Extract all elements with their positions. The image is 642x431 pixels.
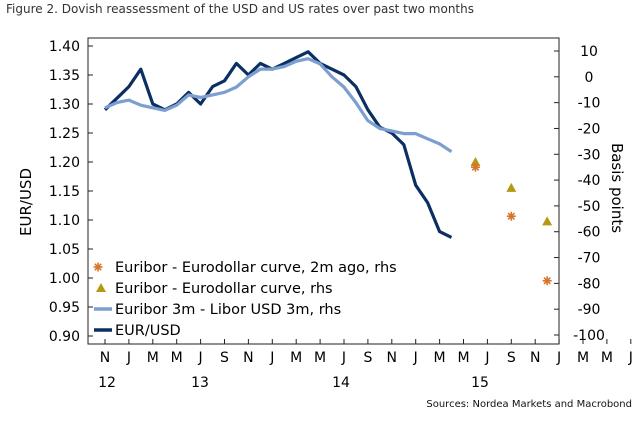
x-year-label: 12	[98, 375, 116, 391]
y-tick-label-right: -20	[578, 121, 601, 137]
y-tick-label-left: 1.25	[49, 126, 80, 142]
asterisk-stroke	[94, 263, 102, 271]
x-tick-label: M	[171, 350, 183, 366]
y-tick-label-left: 1.00	[49, 271, 80, 287]
y-tick-label-right: -70	[578, 251, 601, 267]
asterisk-marker	[470, 162, 480, 172]
y-tick-label-left: 1.40	[49, 39, 80, 55]
asterisk-marker	[542, 276, 552, 286]
x-tick-label: M	[457, 350, 469, 366]
x-tick-label: J	[341, 350, 346, 366]
y-tick-label-left: 1.35	[49, 68, 80, 84]
x-tick-label: J	[198, 350, 203, 366]
y-axis-label-left: EUR/USD	[17, 168, 35, 236]
source-note: Sources: Nordea Markets and Macrobond	[426, 399, 632, 410]
x-tick-label: M	[601, 350, 613, 366]
asterisk-stroke	[543, 277, 551, 285]
x-tick-label: S	[363, 350, 372, 366]
right-y-axis: 10 0 -10 -20 -30 -40 -50 -60 -70 -80 -90 -100	[554, 44, 605, 344]
line-euribor-3m-libor-usd-3m-rhs	[104, 57, 453, 154]
x-axis: NJMMJSNJMMJSNJMMJSNJMMJSN12131415	[98, 339, 633, 391]
legend-swatch-triangle	[96, 283, 106, 292]
figure-title: Figure 2. Dovish reassessment of the USD…	[6, 2, 474, 16]
x-tick-label: S	[507, 350, 516, 366]
y-tick-label-left: 0.95	[49, 300, 80, 316]
x-year-label: 14	[332, 375, 350, 391]
asterisk-stroke	[471, 163, 480, 171]
y-tick-label-right: -100	[573, 328, 605, 344]
left-y-axis: 1.40 1.35 1.30 1.25 1.20 1.15 1.10 1.05 1.00 0.95…	[49, 39, 93, 345]
y-tick-label-right: -10	[578, 96, 601, 112]
legend-label: Euribor - Eurodollar curve, 2m ago, rhs	[115, 260, 397, 276]
y-tick-label-right: -30	[578, 147, 601, 163]
x-tick-label: S	[220, 350, 229, 366]
y-tick-label-left: 1.30	[49, 97, 80, 113]
asterisk-stroke	[507, 212, 516, 220]
triangle-marker	[506, 182, 517, 192]
y-tick-label-left: 1.10	[49, 213, 80, 229]
y-tick-label-right: 10	[580, 44, 598, 60]
y-tick-label-left: 1.05	[49, 242, 80, 258]
y-tick-label-left: 1.20	[49, 155, 80, 171]
legend-label: Euribor - Eurodollar curve, rhs	[115, 281, 333, 297]
x-tick-label: M	[290, 350, 302, 366]
y-tick-label-right: 0	[585, 70, 594, 86]
y-axis-label-right: Basis points	[608, 143, 626, 233]
x-tick-label: M	[314, 350, 326, 366]
x-tick-label: J	[269, 350, 274, 366]
triangle-marker	[542, 216, 553, 226]
y-tick-label-right: -80	[578, 276, 601, 292]
y-tick-label-right: -50	[578, 199, 601, 215]
x-tick-label: J	[556, 350, 561, 366]
x-tick-label: M	[147, 350, 159, 366]
asterisk-marker	[506, 211, 516, 221]
x-tick-label: N	[243, 350, 253, 366]
legend-swatch-asterisk	[93, 262, 103, 272]
x-year-label: 15	[471, 375, 489, 391]
x-tick-label: J	[413, 350, 418, 366]
plot-frame	[87, 37, 560, 345]
x-tick-label: J	[126, 350, 131, 366]
x-tick-label: N	[100, 350, 110, 366]
x-tick-label: N	[530, 350, 540, 366]
x-year-label: 13	[191, 375, 209, 391]
series-group	[103, 50, 553, 286]
x-tick-label: J	[484, 350, 489, 366]
x-tick-label: M	[577, 350, 589, 366]
y-tick-label-right: -40	[578, 173, 601, 189]
x-tick-label: M	[434, 350, 446, 366]
y-tick-label-left: 0.90	[49, 329, 80, 345]
legend-label: EUR/USD	[115, 323, 181, 339]
y-tick-label-right: -60	[578, 225, 601, 241]
x-tick-label: N	[387, 350, 397, 366]
legend: Euribor - Eurodollar curve, 2m ago, rhs E…	[93, 260, 397, 339]
legend-label: Euribor 3m - Libor USD 3m, rhs	[115, 302, 341, 318]
y-tick-label-left: 1.15	[49, 184, 80, 200]
y-tick-label-right: -90	[578, 302, 601, 318]
line-eur-usd	[103, 50, 453, 239]
x-tick-label: J	[628, 350, 633, 366]
